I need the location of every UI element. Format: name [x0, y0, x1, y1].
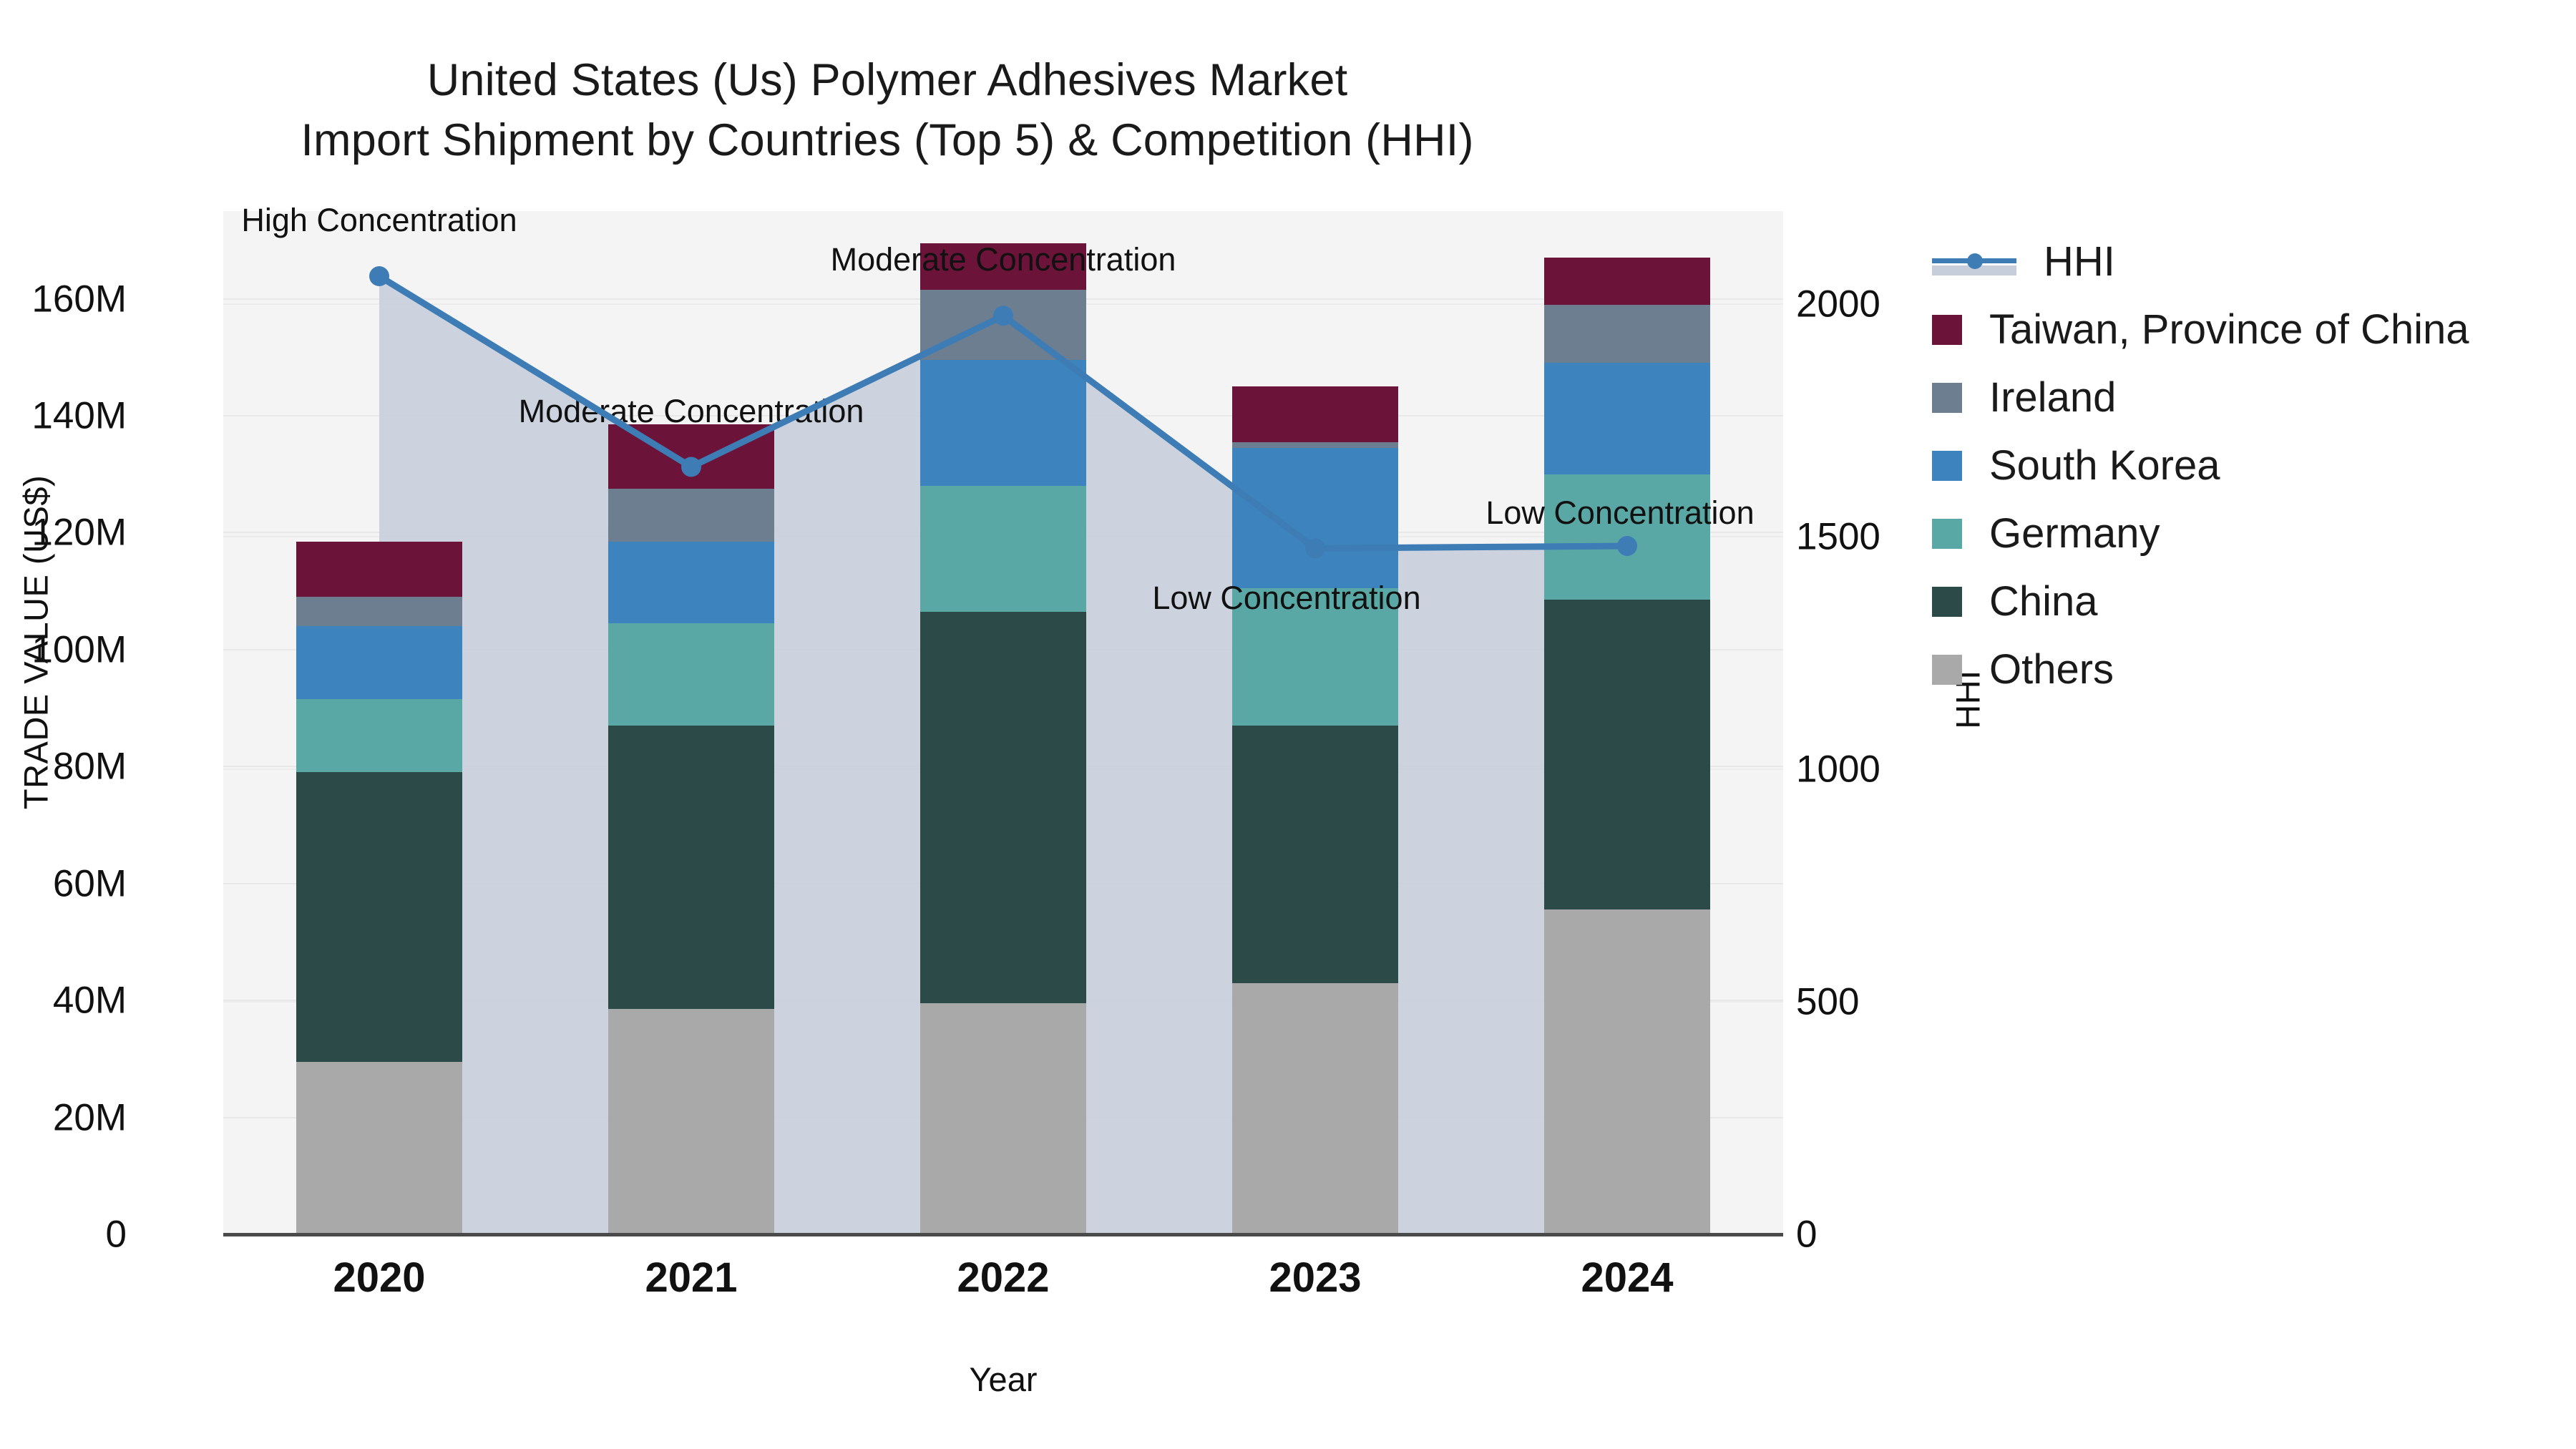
bar-segment[interactable] [296, 699, 462, 773]
legend-item-label: Taiwan, Province of China [1989, 306, 2469, 353]
chart-legend: HHI Taiwan, Province of China Ireland South… [1932, 228, 2469, 703]
bar-segment[interactable] [608, 541, 774, 624]
x-axis-tick-label: 2021 [645, 1254, 738, 1301]
hhi-point[interactable] [993, 306, 1013, 326]
concentration-label: High Concentration [241, 202, 517, 238]
legend-item[interactable]: Germany [1932, 499, 2469, 567]
bar-segment[interactable] [1544, 909, 1710, 1234]
bar-segment[interactable] [296, 626, 462, 700]
bar-segment[interactable] [296, 541, 462, 597]
chart-subtitle: Import Shipment by Countries (Top 5) & C… [301, 115, 1474, 166]
legend-item-label: Others [1989, 646, 2114, 693]
y-axis-tick-label: 80M [52, 745, 127, 788]
bar-segment[interactable] [296, 1061, 462, 1234]
hhi-point[interactable] [1305, 538, 1325, 559]
bar-segment[interactable] [608, 726, 774, 1010]
bar-segment[interactable] [1544, 600, 1710, 910]
bar-segment[interactable] [1232, 726, 1398, 983]
bar-segment[interactable] [608, 489, 774, 542]
legend-color-swatch [1932, 382, 1962, 413]
hhi-line-icon [1932, 247, 2016, 277]
bar-segment[interactable] [1232, 982, 1398, 1234]
concentration-label: Low Concentration [1152, 580, 1421, 617]
y-axis-tick-label: 40M [52, 979, 127, 1022]
concentration-annotations: High Concentration Moderate Concentration… [223, 202, 1783, 1234]
legend-item[interactable]: Others [1932, 635, 2469, 703]
bar-segment[interactable] [608, 623, 774, 726]
legend-item[interactable]: South Korea [1932, 431, 2469, 499]
hhi-point[interactable] [369, 266, 389, 286]
bar-segment[interactable] [920, 1003, 1086, 1234]
chart-title-block: United States (Us) Polymer Adhesives Mar… [0, 50, 1775, 171]
y-axis-tick-label: 0 [105, 1213, 127, 1256]
y-axis-right-tick-label: 2000 [1796, 283, 1880, 326]
y-axis-left-title: TRADE VALUE (US$) [16, 474, 55, 810]
hhi-point[interactable] [681, 457, 701, 477]
y-axis-right-tick-label: 1000 [1796, 748, 1880, 791]
y-axis-tick-label: 160M [31, 278, 127, 321]
y-axis-right-tick-label: 0 [1796, 1213, 1818, 1256]
y-axis-tick-label: 60M [52, 862, 127, 905]
legend-item-label: Ireland [1989, 374, 2117, 421]
bar-segment[interactable] [296, 597, 462, 627]
y-axis-left: 0 20M 40M 60M 80M 100M 120M 140M 160M [0, 0, 211, 1449]
legend-color-swatch [1932, 314, 1962, 345]
bar-segment[interactable] [920, 486, 1086, 612]
y-axis-tick-label: 120M [31, 511, 127, 554]
x-axis-tick-label: 2023 [1269, 1254, 1362, 1301]
bar-segment[interactable] [1232, 386, 1398, 442]
chart-title: United States (Us) Polymer Adhesives Mar… [426, 55, 1348, 105]
bar-segment[interactable] [1232, 441, 1398, 448]
y-axis-tick-label: 20M [52, 1096, 127, 1139]
legend-item-label: South Korea [1989, 442, 2220, 489]
legend-item[interactable]: Ireland [1932, 364, 2469, 431]
x-axis-tick-label: 2020 [333, 1254, 426, 1301]
y-axis-right-tick-label: 500 [1796, 980, 1860, 1023]
hhi-line-overlay [369, 266, 1637, 559]
legend-item-label: Germany [1989, 510, 2160, 557]
x-axis-tick-label: 2024 [1581, 1254, 1674, 1301]
y-axis-right: 0 500 1000 1500 2000 [1796, 0, 1953, 1449]
bar-segment[interactable] [1544, 258, 1710, 305]
legend-item[interactable]: China [1932, 567, 2469, 635]
bar-segment[interactable] [608, 1009, 774, 1234]
concentration-label: Low Concentration [1485, 494, 1755, 531]
legend-color-swatch [1932, 586, 1962, 617]
bar-segment[interactable] [296, 772, 462, 1062]
bar-segment[interactable] [920, 243, 1086, 291]
y-axis-tick-label: 100M [31, 628, 127, 671]
legend-color-swatch [1932, 450, 1962, 481]
x-axis-line [223, 1233, 1783, 1236]
hhi-point[interactable] [1617, 536, 1637, 556]
legend-item-label: HHI [2044, 238, 2115, 285]
bar-series-layer [223, 211, 1783, 1234]
bar-segment[interactable] [1544, 363, 1710, 474]
legend-item[interactable]: Taiwan, Province of China [1932, 296, 2469, 364]
bar-segment[interactable] [1232, 447, 1398, 589]
concentration-label: Moderate Concentration [830, 241, 1176, 278]
legend-item-label: China [1989, 578, 2098, 625]
x-axis-title: Year [969, 1360, 1038, 1398]
bar-segment[interactable] [1232, 588, 1398, 726]
bar-segment[interactable] [920, 611, 1086, 1004]
y-axis-tick-label: 140M [31, 394, 127, 437]
legend-item[interactable]: HHI [1932, 228, 2469, 296]
bar-segment[interactable] [920, 360, 1086, 487]
bar-segment[interactable] [1544, 304, 1710, 364]
y-axis-right-tick-label: 1500 [1796, 515, 1880, 558]
legend-color-swatch [1932, 518, 1962, 549]
x-axis-tick-label: 2022 [957, 1254, 1050, 1301]
legend-color-swatch [1932, 654, 1962, 685]
